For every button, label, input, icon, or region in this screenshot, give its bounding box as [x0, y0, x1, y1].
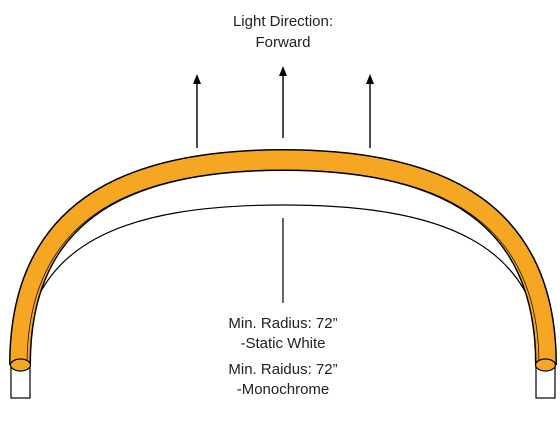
radius-static-white-title: Min. Radius: 72” — [228, 315, 337, 332]
radius-monochrome-type: -Monochrome — [237, 381, 330, 398]
right-end-cap — [534, 358, 557, 399]
radius-static-white-type: -Static White — [240, 335, 325, 352]
left-end-cap — [9, 358, 32, 399]
direction-arrows — [193, 66, 374, 148]
radius-monochrome-title: Min. Raidus: 72” — [228, 361, 337, 378]
light-direction-title: Light Direction: — [233, 13, 333, 30]
inner-bend-arc — [22, 204, 544, 371]
light-direction-value: Forward — [255, 34, 310, 51]
